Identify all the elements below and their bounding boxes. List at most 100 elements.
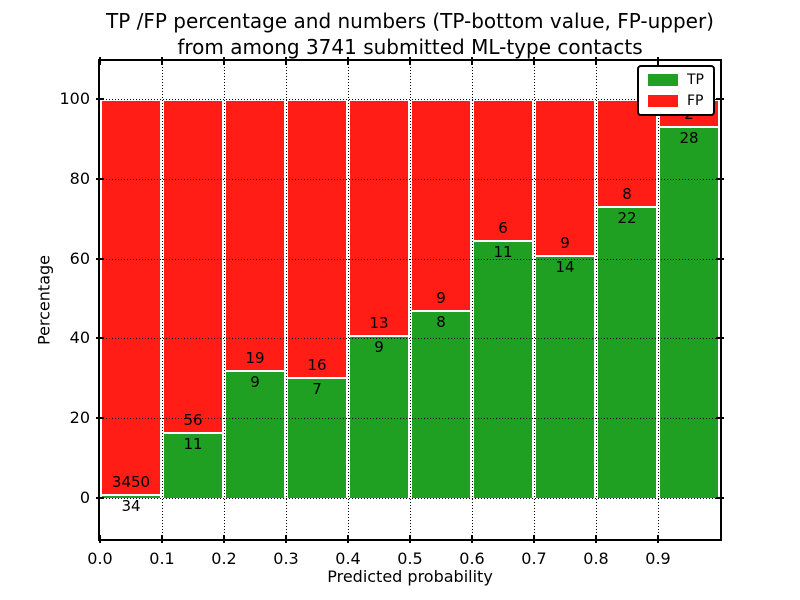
chart-title: TP /FP percentage and numbers (TP-bottom…	[100, 8, 720, 60]
bar-fp	[472, 99, 534, 240]
x-tick	[409, 535, 411, 543]
gridline-v	[410, 61, 411, 539]
x-tick-label: 0.5	[397, 549, 423, 568]
x-tick-label: 0.9	[645, 549, 671, 568]
x-tick	[471, 535, 473, 543]
x-tick-label: 0.4	[335, 549, 361, 568]
bar-fp	[348, 99, 410, 335]
x-tick-top	[223, 57, 225, 65]
bar-tp	[534, 255, 596, 498]
y-tick-right	[716, 496, 724, 499]
y-tick	[96, 337, 104, 340]
fp-count-label: 13	[369, 313, 389, 332]
bar-fp	[596, 99, 658, 206]
tp-count-label: 14	[555, 258, 575, 277]
gridline-v	[348, 61, 349, 539]
gridline-v	[596, 61, 597, 539]
bar-fp	[100, 99, 162, 495]
legend-item-fp: FP	[648, 93, 704, 109]
x-tick-label: 0.2	[211, 549, 237, 568]
gridline-v	[658, 61, 659, 539]
bar-tp	[658, 125, 720, 498]
plot-area: TP FP 345034561119916713998611914822228	[100, 61, 720, 539]
x-tick-top	[471, 57, 473, 65]
x-tick-top	[657, 57, 659, 65]
bar-tp	[286, 376, 348, 498]
x-tick-top	[533, 57, 535, 65]
y-tick-label: 40	[69, 328, 90, 348]
tp-count-label: 11	[493, 242, 513, 261]
legend-item-tp: TP	[648, 72, 704, 88]
gridline-v	[286, 61, 287, 539]
bar-tp	[472, 239, 534, 498]
bar-tp	[100, 494, 162, 498]
x-tick-top	[595, 57, 597, 65]
x-tick-label: 0.7	[521, 549, 547, 568]
legend-label-fp: FP	[687, 93, 704, 109]
x-tick-label: 0.0	[87, 549, 113, 568]
tp-count-label: 7	[312, 379, 322, 398]
x-tick	[533, 535, 535, 543]
bar-fp	[410, 99, 472, 311]
x-tick-top	[409, 57, 411, 65]
y-tick-label: 0	[79, 487, 90, 507]
tp-count-label: 9	[374, 337, 384, 356]
x-tick-top	[347, 57, 349, 65]
tp-count-label: 9	[250, 372, 260, 391]
y-tick-label: 20	[69, 408, 90, 428]
tp-count-label: 28	[679, 128, 699, 147]
bar-tp	[162, 432, 224, 498]
bar-fp	[224, 99, 286, 370]
bar-fp	[286, 99, 348, 377]
x-tick	[99, 535, 101, 543]
bar-tp	[348, 334, 410, 498]
x-tick-top	[99, 57, 101, 65]
y-tick-right	[716, 257, 724, 260]
y-tick-right	[716, 98, 724, 101]
tp-count-label: 8	[436, 313, 446, 332]
x-axis-label: Predicted probability	[327, 567, 493, 586]
fp-count-label: 6	[498, 218, 508, 237]
y-tick-label: 60	[69, 248, 90, 268]
tp-count-label: 34	[121, 497, 141, 516]
fp-count-label: 3450	[111, 473, 151, 492]
x-tick-top	[285, 57, 287, 65]
x-tick	[161, 535, 163, 543]
gridline-v	[224, 61, 225, 539]
y-tick-label: 80	[69, 169, 90, 188]
fp-count-label: 9	[436, 289, 446, 308]
bar-tp	[596, 205, 658, 498]
x-tick-label: 0.3	[273, 549, 299, 568]
chart-title-line2: from among 3741 submitted ML-type contac…	[177, 35, 643, 59]
legend-label-tp: TP	[687, 72, 704, 88]
x-tick	[285, 535, 287, 543]
x-tick	[595, 535, 597, 543]
x-tick-label: 0.6	[459, 549, 485, 568]
gridline-v	[534, 61, 535, 539]
x-tick-label: 0.8	[583, 549, 609, 568]
x-tick	[657, 535, 659, 543]
fp-count-label: 9	[560, 234, 570, 253]
x-tick-top	[161, 57, 163, 65]
y-tick-label: 100	[59, 89, 90, 109]
bar-fp	[162, 99, 224, 433]
y-tick	[96, 417, 104, 420]
y-tick	[96, 178, 104, 180]
tp-count-label: 22	[617, 208, 637, 227]
gridline-v	[162, 61, 163, 539]
x-tick	[347, 535, 349, 543]
gridline-v	[472, 61, 473, 539]
legend: TP FP	[637, 65, 715, 116]
bar-fp	[534, 99, 596, 256]
y-tick	[96, 496, 104, 499]
y-tick	[96, 257, 104, 260]
bar-tp	[224, 369, 286, 498]
tp-count-label: 11	[183, 435, 203, 454]
y-tick-right	[716, 417, 724, 420]
x-tick	[223, 535, 225, 543]
y-tick	[96, 98, 104, 101]
legend-swatch-tp-icon	[648, 74, 678, 86]
x-tick-label: 0.1	[149, 549, 175, 568]
chart-title-line1: TP /FP percentage and numbers (TP-bottom…	[106, 9, 714, 33]
